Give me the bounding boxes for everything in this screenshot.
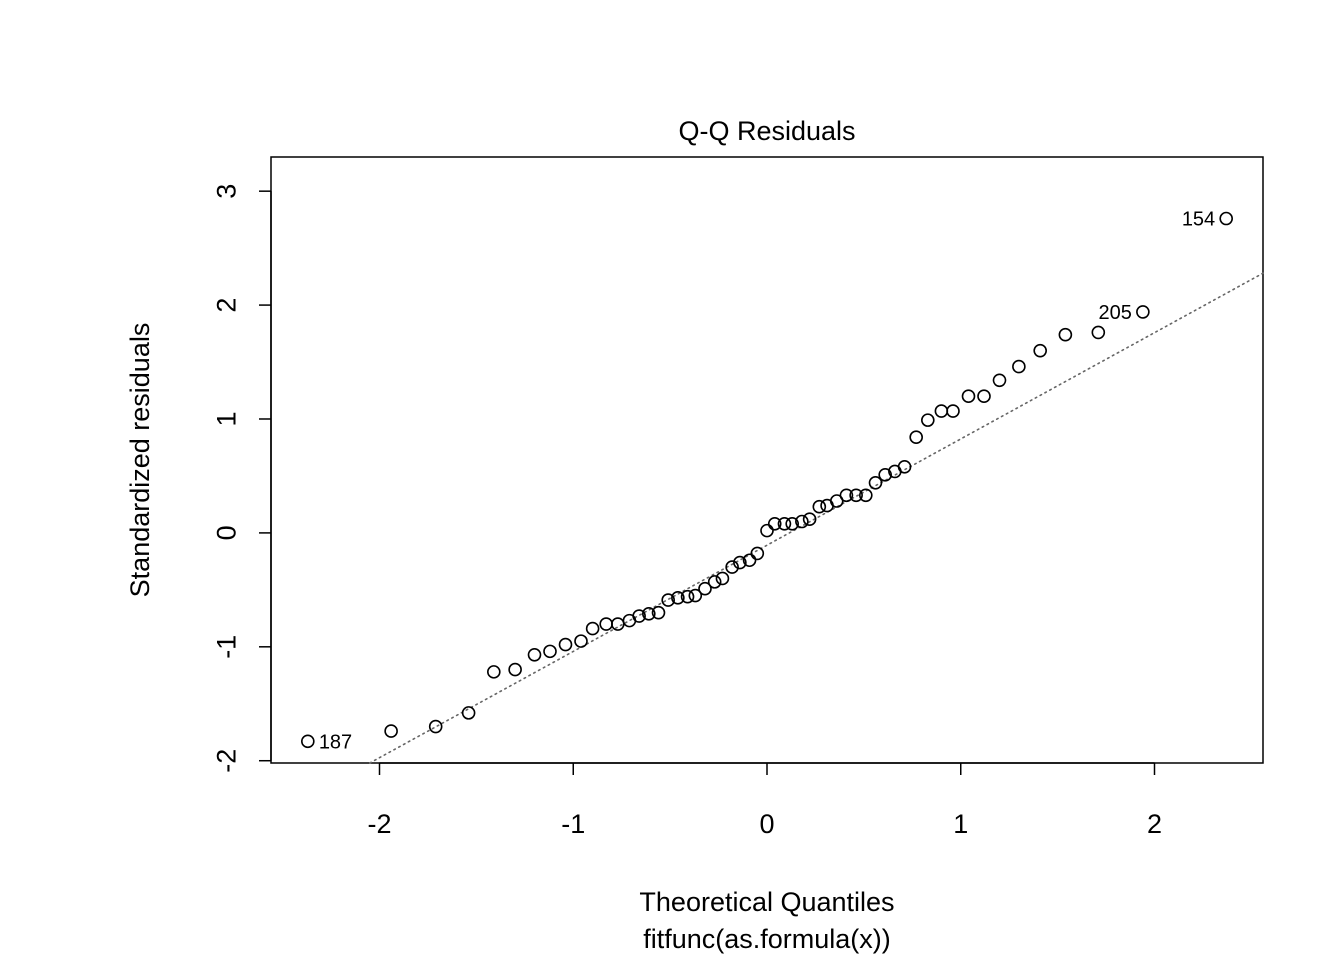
data-point [812,499,827,514]
data-point [977,389,991,404]
data-point [384,724,398,738]
data-point [868,475,883,490]
data-point [795,514,809,529]
data-point [707,575,722,589]
data-point [461,706,476,720]
data-point [651,605,666,620]
data-point [909,430,923,445]
data-point [698,581,712,596]
data-point [1033,343,1047,358]
data-point [839,488,854,503]
data-point [760,523,774,538]
data-point [661,593,675,607]
reference-line-layer [369,272,1264,764]
data-point [599,617,613,631]
data-point [849,488,863,503]
data-point [992,373,1007,388]
x-axis: -2 -1 0 1 2 [367,762,1162,839]
data-point [558,637,573,652]
data-point [715,571,730,586]
x-tick-label: 2 [1147,809,1162,839]
data-point [921,413,935,427]
data-point [946,404,960,418]
data-point [1012,359,1026,374]
data-point [785,516,799,531]
data-point [742,553,757,568]
data-point [680,589,695,604]
data-point [767,516,782,531]
chart-title: Q-Q Residuals [678,116,855,146]
point-label: 187 [319,731,352,753]
x-axis-subtitle: fitfunc(as.formula(x)) [643,924,891,954]
data-point [1136,305,1150,319]
data-point [733,555,747,570]
data-point [802,512,817,527]
y-tick-label: 1 [211,411,241,426]
y-tick-label: -2 [211,749,241,773]
x-tick-label: 0 [759,809,774,839]
x-axis-title: Theoretical Quantiles [639,887,894,917]
data-point [750,546,765,561]
data-point [897,460,912,474]
point-labels-layer: 187 205 154 [319,209,1215,754]
x-tick-label: -2 [367,809,391,839]
data-point [428,719,443,734]
data-point [671,591,685,605]
point-label: 205 [1099,302,1132,324]
data-point [301,734,315,749]
points-layer [301,211,1233,749]
data-point [859,488,873,503]
y-axis: -2 -1 0 1 2 3 [211,184,272,773]
data-point [585,621,600,636]
point-label: 154 [1182,209,1215,231]
data-point [725,560,739,574]
y-tick-label: 2 [211,298,241,313]
data-point [543,644,557,659]
y-axis-title: Standardized residuals [125,323,155,598]
data-point [508,662,522,677]
y-tick-label: 3 [211,184,241,199]
data-point [1091,325,1106,340]
y-tick-label: -1 [211,635,241,659]
y-tick-label: 0 [211,525,241,540]
data-point [777,516,792,531]
data-point [878,468,892,482]
data-point [961,389,976,404]
data-point [934,404,949,418]
data-point [642,606,656,621]
x-tick-label: -1 [561,809,585,839]
plot-frame [270,156,1264,764]
data-point [632,609,646,623]
x-tick-label: 1 [953,809,968,839]
data-point [487,665,501,679]
data-point [688,588,703,603]
data-point [527,647,542,662]
data-point [574,634,588,648]
data-point [1058,327,1073,342]
qq-reference-line [369,272,1264,764]
data-point [1219,211,1233,226]
